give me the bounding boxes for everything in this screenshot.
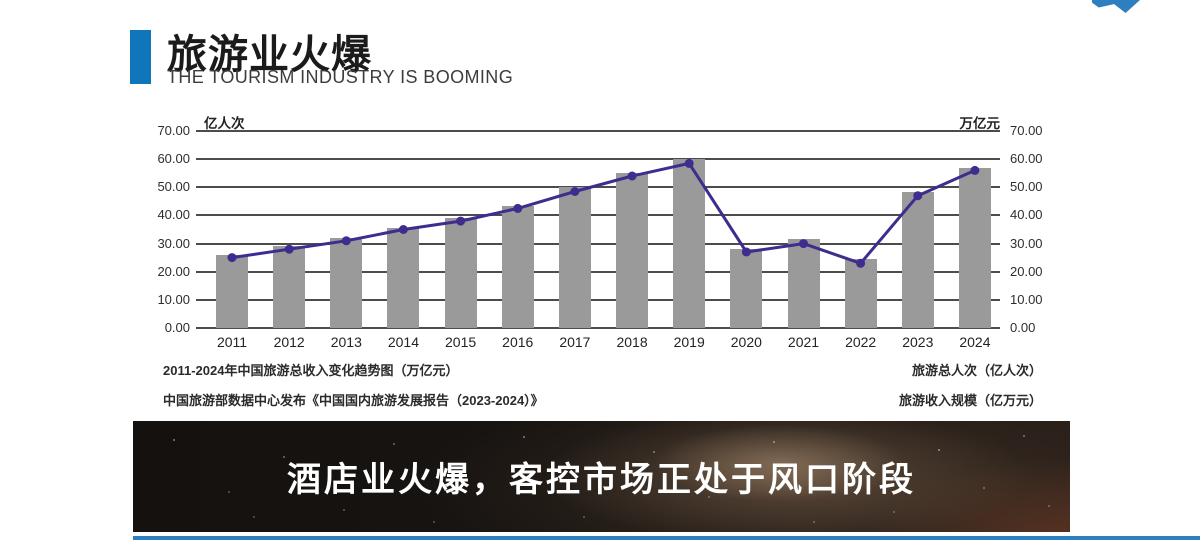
chart-bar-2022 <box>844 259 877 328</box>
y-tick-right: 20.00 <box>1010 263 1043 279</box>
chart-point-2014 <box>398 225 408 234</box>
gridline <box>196 186 1000 189</box>
gridline <box>196 130 1000 132</box>
x-axis-label-2014: 2014 <box>387 334 420 350</box>
chart-bar-2016 <box>501 205 534 328</box>
x-axis-label-2012: 2012 <box>273 334 305 350</box>
x-axis-label-2024: 2024 <box>959 334 991 350</box>
chart-point-2016 <box>513 203 523 213</box>
gridline <box>196 242 1000 245</box>
y-tick-left: 30.00 <box>157 235 190 251</box>
revenue-line <box>227 158 980 268</box>
y-axis-left: 0.00 10.00 20.00 30.00 40.00 50.00 60.00 70.00 <box>138 123 190 335</box>
y-tick-left: 40.00 <box>157 207 190 223</box>
gridline <box>196 270 1000 273</box>
y-tick-left: 70.00 <box>157 123 190 138</box>
gridline <box>196 298 1000 301</box>
legend-trips: 旅游总人次（亿人次） <box>911 363 1042 378</box>
chart-source-caption: 中国旅游部数据中心发布《中国国内旅游发展报告（2023-2024）》 <box>163 393 544 408</box>
chart-bar-2013 <box>330 237 363 328</box>
y-tick-left: 50.00 <box>157 179 190 195</box>
y-axis-right: 0.00 10.00 20.00 30.00 40.00 50.00 60.00 70.00 <box>1010 123 1062 335</box>
logo-fragment-icon <box>1092 0 1140 13</box>
y-tick-left: 60.00 <box>157 151 190 167</box>
x-axis-label-2022: 2022 <box>845 334 877 350</box>
page-title: 旅游业火爆 <box>167 33 372 77</box>
x-axis-label-2019: 2019 <box>673 334 705 350</box>
legend-revenue: 旅游收入规模（亿万元） <box>898 393 1042 408</box>
y-tick-right: 50.00 <box>1010 179 1043 195</box>
x-axis-label-2015: 2015 <box>445 334 477 350</box>
chart-point-2013 <box>341 236 351 246</box>
x-axis-label-2017: 2017 <box>559 334 591 350</box>
chart-title-caption: 2011-2024年中国旅游总收入变化趋势图（万亿元） <box>163 363 459 378</box>
gridline <box>196 327 1000 329</box>
x-axis-label-2021: 2021 <box>787 334 820 350</box>
chart-bar-2019 <box>673 159 706 328</box>
title-accent-bar <box>130 30 151 84</box>
x-axis-label-2023: 2023 <box>902 334 934 350</box>
chart-point-2023 <box>913 191 923 201</box>
y-tick-right: 70.00 <box>1010 123 1043 138</box>
chart-point-2015 <box>456 216 466 226</box>
x-axis-label-2013: 2013 <box>330 334 362 350</box>
gridline <box>196 214 1000 217</box>
chart-bar-2017 <box>558 187 591 328</box>
chart-bar-2012 <box>273 246 306 328</box>
y-tick-left: 0.00 <box>164 320 190 335</box>
chart-bar-2023 <box>901 191 934 328</box>
y-tick-right: 30.00 <box>1010 235 1043 251</box>
x-axis-label-2011: 2011 <box>216 334 248 350</box>
chart-bar-2011 <box>216 254 248 328</box>
chart-bar-2020 <box>730 249 763 328</box>
x-axis-label-2018: 2018 <box>616 334 648 350</box>
chart-bar-2018 <box>616 173 649 328</box>
bottom-banner: 酒店业火爆，客控市场正处于风口阶段 <box>133 421 1070 532</box>
y-tick-left: 10.00 <box>157 291 190 307</box>
y-tick-right: 10.00 <box>1010 291 1043 307</box>
page-subtitle: THE TOURISM INDUSTRY IS BOOMING <box>167 67 514 87</box>
banner-text: 酒店业火爆，客控市场正处于风口阶段 <box>287 461 916 499</box>
chart-bar-2015 <box>444 218 477 328</box>
y-tick-right: 0.00 <box>1010 320 1036 335</box>
bottom-strip <box>133 536 1200 540</box>
chart-point-2020 <box>741 247 751 257</box>
right-axis-unit: 万亿元 <box>959 116 1001 131</box>
chart-point-2017 <box>570 187 580 196</box>
stars-decoration <box>133 421 135 423</box>
chart-bar-2024 <box>958 167 991 328</box>
chart-point-2019 <box>684 158 694 168</box>
y-tick-right: 40.00 <box>1010 207 1043 223</box>
chart-point-2011 <box>227 253 237 263</box>
chart-point-2018 <box>627 171 637 181</box>
chart-bar-2021 <box>787 239 820 328</box>
chart-point-2021 <box>799 239 808 249</box>
y-tick-right: 60.00 <box>1010 151 1043 167</box>
left-axis-unit: 亿人次 <box>204 116 245 131</box>
chart-point-2012 <box>284 244 294 254</box>
plot-area <box>196 130 1000 329</box>
chart-point-2022 <box>856 258 866 268</box>
chart-point-2024 <box>970 165 980 175</box>
chart-bar-2014 <box>387 228 420 328</box>
y-tick-left: 20.00 <box>157 263 190 279</box>
x-axis-label-2020: 2020 <box>730 334 762 350</box>
x-axis-label-2016: 2016 <box>502 334 534 350</box>
gridline <box>196 158 1000 161</box>
